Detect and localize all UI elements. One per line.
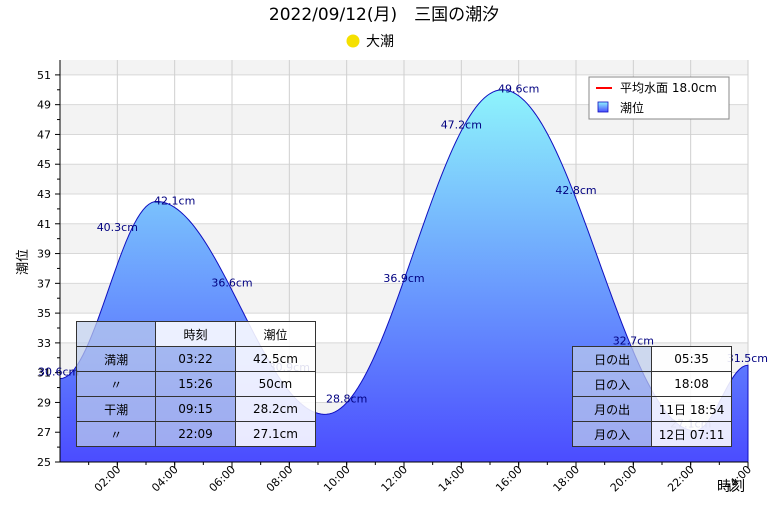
tide-table-corner [75,321,157,347]
tide-row-level: 27.1cm [234,421,317,447]
legend: 平均水面 18.0cm 潮位 [588,76,730,120]
sun-moon-table: 日の出 05:35 日の入 18:08 月の出 11日 18:54 月の入 12… [571,346,732,447]
y-tick-label: 29 [37,396,51,409]
x-tick-label: 06:00 [207,463,239,495]
sun-moon-value: 12日 07:11 [651,421,732,447]
data-label: 42.8cm [555,184,596,197]
x-tick-label: 12:00 [379,463,411,495]
tide-table-header-time: 時刻 [155,321,236,347]
y-tick-label: 45 [37,158,51,171]
sun-moon-label: 月の入 [571,421,653,447]
y-tick-label: 49 [37,99,51,112]
tide-row-label: 干潮 [75,396,157,422]
data-label: 28.8cm [326,392,367,405]
y-tick-label: 43 [37,188,51,201]
y-tick-label: 37 [37,277,51,290]
sun-moon-label: 日の出 [571,346,653,372]
sun-moon-value: 18:08 [651,371,732,397]
sun-moon-value: 05:35 [651,346,732,372]
sun-moon-value: 11日 18:54 [651,396,732,422]
data-label: 30.6cm [38,366,79,379]
y-tick-label: 33 [37,337,51,350]
x-tick-label: 10:00 [321,463,353,495]
data-label: 49.6cm [498,83,539,96]
data-label: 36.9cm [383,272,424,285]
table-row: 〃 15:26 50cm [75,371,317,397]
data-label: 36.6cm [211,276,252,289]
data-label: 40.3cm [97,221,138,234]
y-tick-label: 27 [37,426,51,439]
tide-row-label: 〃 [75,421,157,447]
y-tick-label: 39 [37,248,51,261]
tide-row-label: 満潮 [75,346,157,372]
tide-row-level: 42.5cm [234,346,317,372]
legend-mean-label: 平均水面 18.0cm [620,81,717,95]
data-label: 31.5cm [727,352,768,365]
tide-table-header-level: 潮位 [234,321,317,347]
sun-moon-label: 日の入 [571,371,653,397]
tide-row-label: 〃 [75,371,157,397]
x-tick-label: 08:00 [264,463,296,495]
tide-row-time: 22:09 [155,421,236,447]
tide-row-time: 03:22 [155,346,236,372]
data-label: 47.2cm [441,118,482,131]
tide-row-time: 15:26 [155,371,236,397]
table-row: 日の出 05:35 [571,346,732,372]
x-tick-label: 04:00 [149,463,181,495]
y-tick-label: 41 [37,218,51,231]
y-tick-label: 31 [37,367,51,380]
y-tick-label: 25 [37,456,51,469]
table-row: 月の出 11日 18:54 [571,396,732,422]
tide-row-time: 09:15 [155,396,236,422]
x-tick-label: 02:00 [92,463,124,495]
y-axis-label: 潮位 [16,249,31,275]
table-row: 日の入 18:08 [571,371,732,397]
y-tick-label: 35 [37,307,51,320]
chart-title: 2022/09/12(月) 三国の潮汐 [269,5,499,25]
y-tick-label: 47 [37,128,51,141]
y-tick-label: 51 [37,69,51,82]
table-row: 干潮 09:15 28.2cm [75,396,317,422]
legend-tide-label: 潮位 [620,100,644,115]
legend-tide-swatch [597,101,609,113]
tide-row-level: 28.2cm [234,396,317,422]
tide-type-label: 大潮 [366,34,394,50]
sun-moon-label: 月の出 [571,396,653,422]
table-row: 月の入 12日 07:11 [571,421,732,447]
tide-table: 時刻 潮位 満潮 03:22 42.5cm 〃 15:26 50cm 干潮 09… [75,321,317,447]
x-tick-label: 18:00 [551,463,583,495]
tide-row-level: 50cm [234,371,317,397]
x-tick-label: 20:00 [608,463,640,495]
data-label: 32.7cm [613,334,654,347]
table-row: 満潮 03:22 42.5cm [75,346,317,372]
sun-icon [346,34,360,48]
x-tick-label: 16:00 [493,463,525,495]
x-tick-label: 14:00 [436,463,468,495]
x-axis-label: 時刻 [717,479,745,495]
table-row: 〃 22:09 27.1cm [75,421,317,447]
x-tick-label: 22:00 [665,463,697,495]
data-label: 42.1cm [154,194,195,207]
